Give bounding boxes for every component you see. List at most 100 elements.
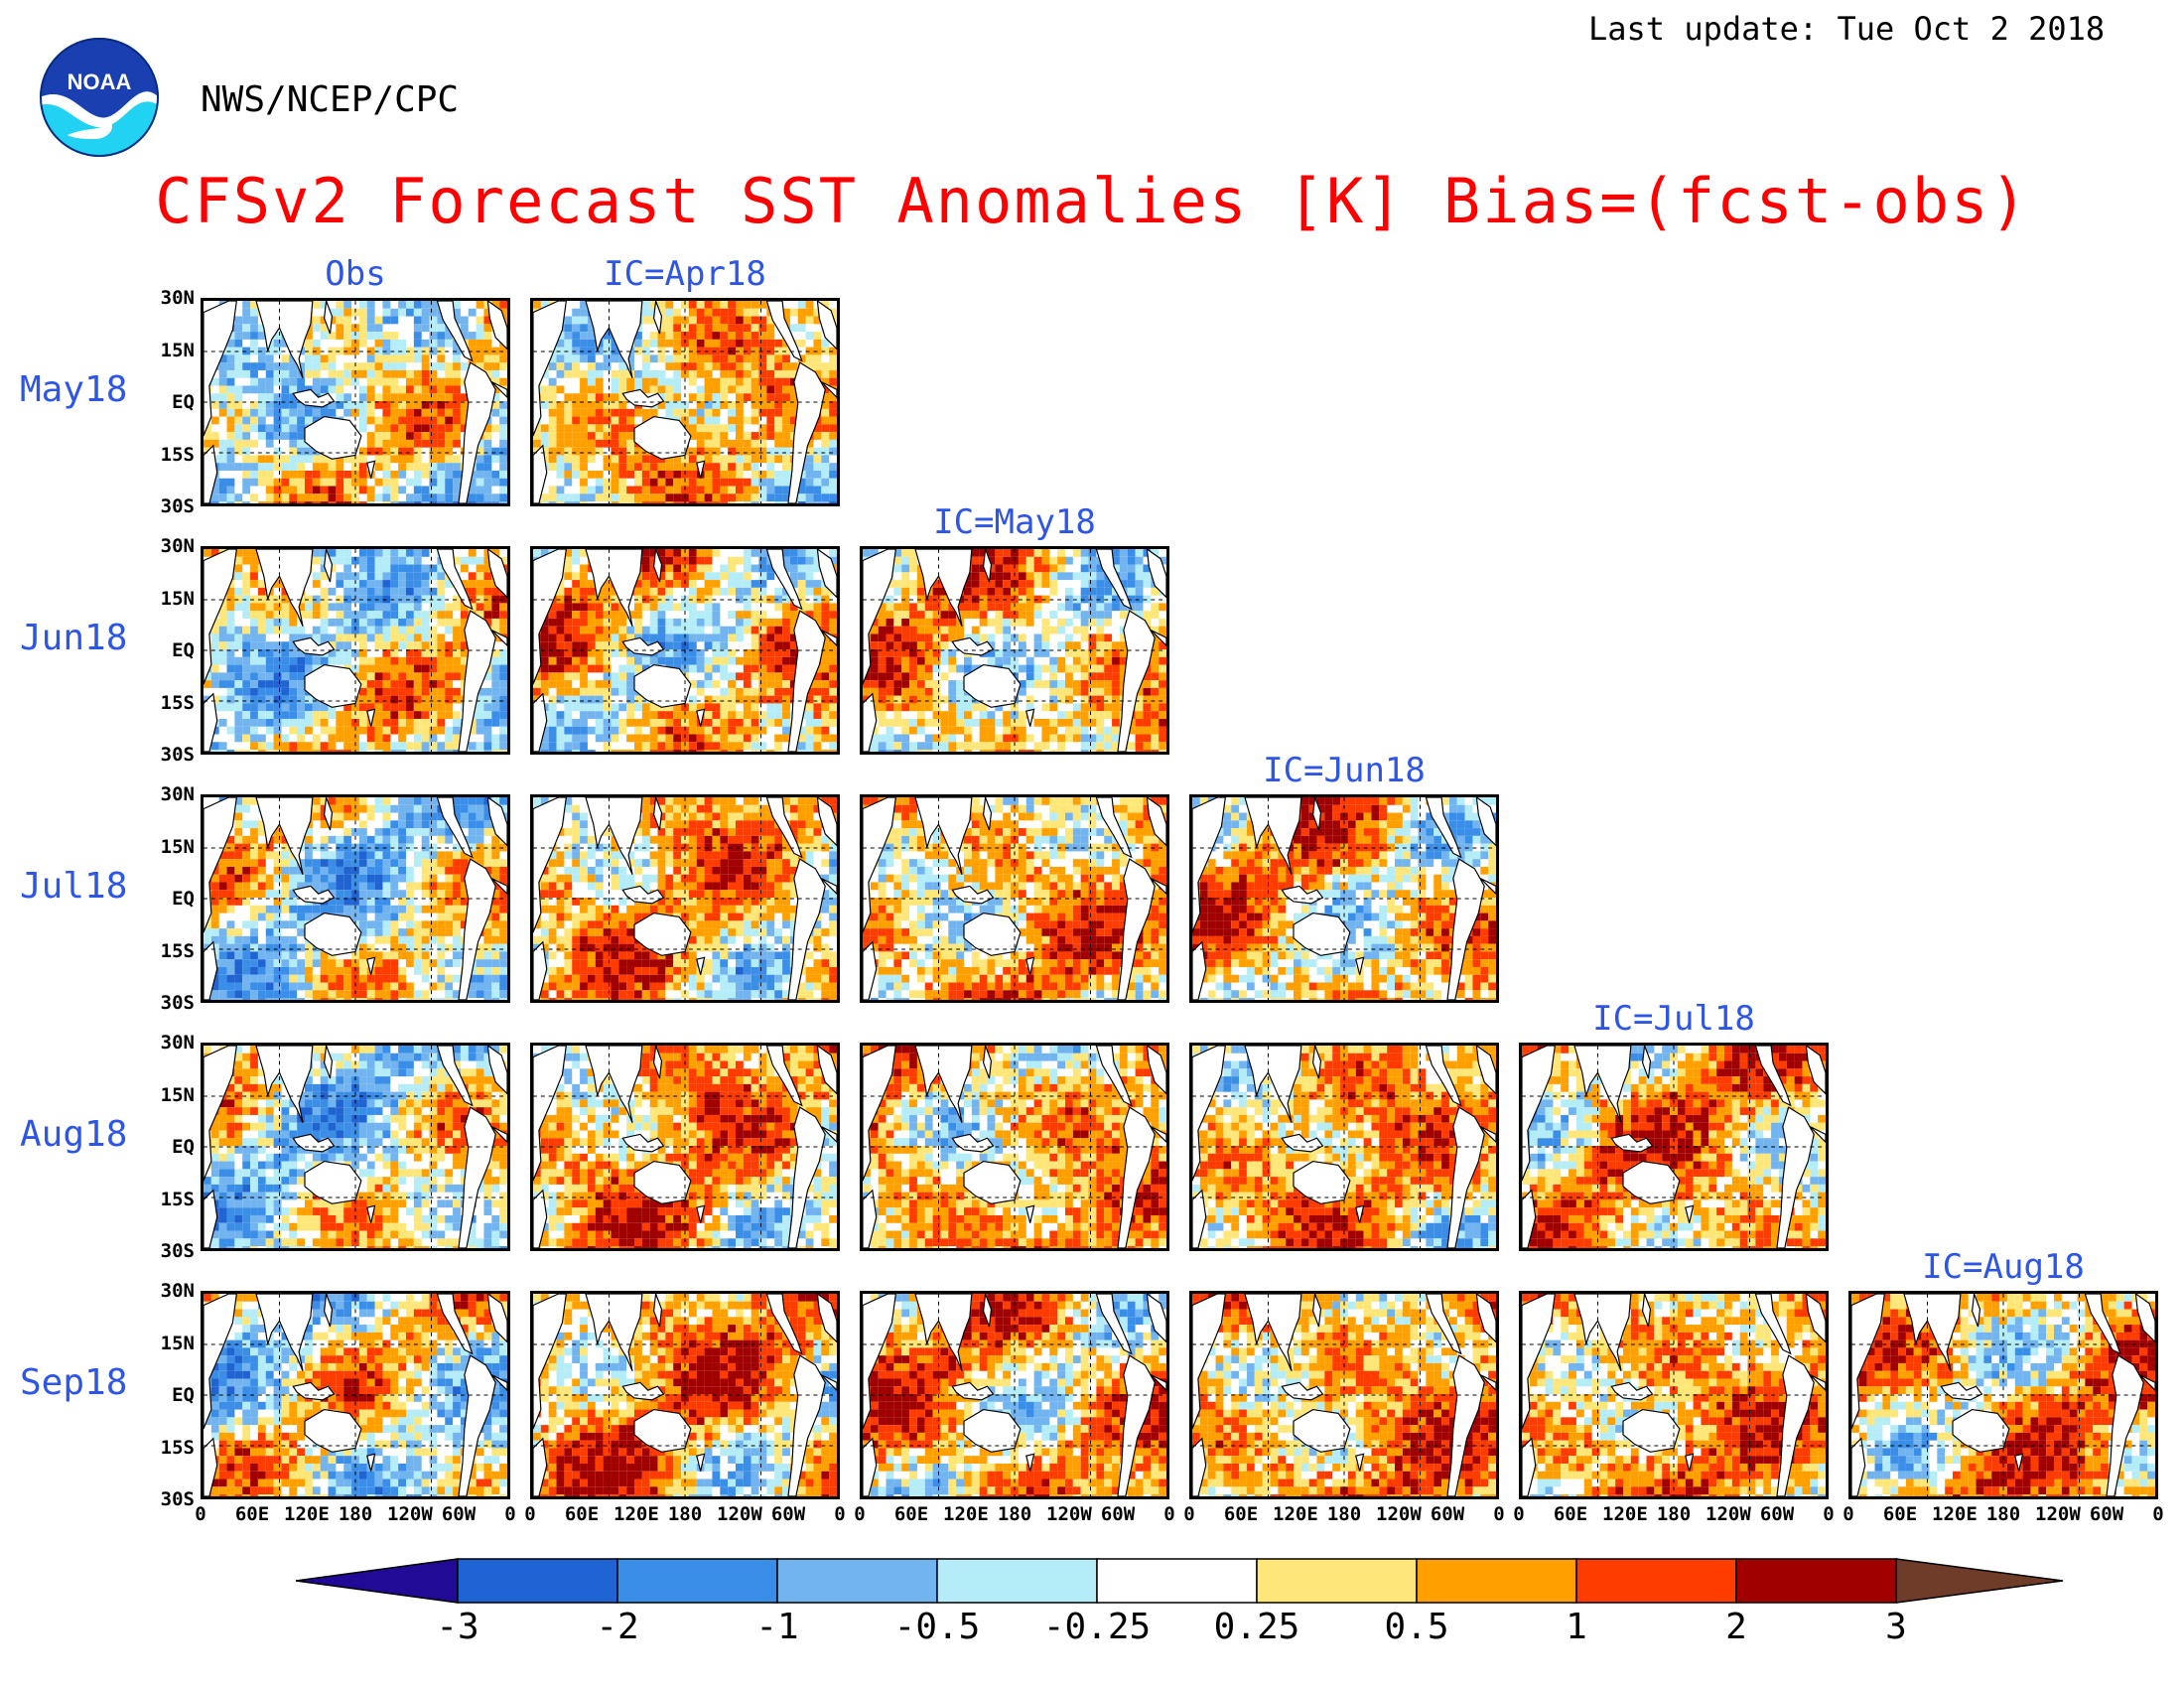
map-panel — [1189, 794, 1499, 1003]
lon-tick-label: 120E — [1273, 1503, 1318, 1525]
map-panel — [860, 1043, 1169, 1251]
column-header-ic-jul18: IC=Jul18 — [1592, 999, 1755, 1039]
lat-tick-label: 15S — [160, 1188, 195, 1210]
column-header-ic-jun18: IC=Jun18 — [1263, 751, 1426, 790]
map-panel — [201, 298, 510, 506]
lon-tick-label: 60E — [893, 1503, 929, 1525]
sst-anomaly-field — [533, 301, 837, 503]
colorbar-swatch — [1096, 1558, 1258, 1604]
organization-label: NWS/NCEP/CPC — [201, 79, 460, 120]
sst-anomaly-field — [1851, 1294, 2155, 1496]
lat-tick-label: EQ — [172, 1136, 195, 1158]
lon-tick-label: 180 — [1985, 1503, 2021, 1525]
lon-tick-label: 0 — [834, 1503, 846, 1525]
lat-tick-label: 30S — [160, 495, 195, 517]
lon-tick-label: 60E — [564, 1503, 600, 1525]
colorbar-tick-label: -2 — [596, 1607, 639, 1647]
sst-anomaly-field — [863, 797, 1166, 1000]
sst-anomaly-field — [863, 549, 1166, 752]
lon-tick-label: 120W — [1376, 1503, 1422, 1525]
lon-tick-label: 0 — [1823, 1503, 1835, 1525]
colorbar-graphic — [295, 1558, 2064, 1604]
lon-tick-label: 60E — [1553, 1503, 1588, 1525]
lat-tick-label: 15S — [160, 443, 195, 466]
lon-tick-label: 120W — [717, 1503, 762, 1525]
lat-tick-label: 30S — [160, 992, 195, 1014]
colorbar: -3 -2 -1 -0.5 -0.25 0.25 0.5 1 2 3 — [295, 1557, 2065, 1656]
row-label-sep18: Sep18 — [20, 1362, 128, 1403]
map-panel — [201, 1043, 510, 1251]
map-panel — [860, 1291, 1169, 1499]
sst-anomaly-field — [204, 301, 507, 503]
colorbar-low-arrow — [295, 1558, 459, 1604]
last-update-text: Last update: Tue Oct 2 2018 — [1588, 10, 2106, 48]
sst-anomaly-field — [863, 1046, 1166, 1248]
sst-anomaly-field — [204, 1294, 507, 1496]
lon-tick-label: 120E — [284, 1503, 330, 1525]
lon-tick-label: 0 — [1493, 1503, 1505, 1525]
row-label-may18: May18 — [20, 369, 128, 410]
lat-tick-label: 15N — [160, 1083, 195, 1106]
lon-tick-label: 180 — [338, 1503, 373, 1525]
lat-tick-label: EQ — [172, 1384, 195, 1406]
map-panel — [201, 546, 510, 755]
sst-anomaly-field — [204, 549, 507, 752]
lon-tick-label: 180 — [1656, 1503, 1692, 1525]
colorbar-swatch — [1575, 1558, 1737, 1604]
lon-tick-label: 60W — [770, 1503, 806, 1525]
colorbar-swatch — [457, 1558, 618, 1604]
row-label-aug18: Aug18 — [20, 1114, 128, 1155]
colorbar-tick-label: -0.5 — [893, 1607, 981, 1647]
lon-tick-label: 0 — [854, 1503, 866, 1525]
column-header-ic-apr18: IC=Apr18 — [604, 254, 766, 294]
colorbar-tick-label: -0.25 — [1042, 1607, 1152, 1647]
lat-tick-label: 15N — [160, 587, 195, 610]
lon-tick-label: 0 — [504, 1503, 516, 1525]
lon-tick-label: 60E — [234, 1503, 270, 1525]
lat-tick-label: 30S — [160, 1240, 195, 1262]
lat-tick-label: 15S — [160, 691, 195, 714]
map-panel — [860, 794, 1169, 1003]
lat-tick-label: 15S — [160, 1436, 195, 1459]
row-label-jun18: Jun18 — [20, 618, 128, 658]
lon-tick-label: 120E — [1932, 1503, 1978, 1525]
lon-tick-label: 60W — [1430, 1503, 1465, 1525]
lon-tick-label: 120W — [2035, 1503, 2081, 1525]
sst-anomaly-field — [1522, 1294, 1826, 1496]
map-panel — [530, 298, 840, 506]
map-panel — [530, 1291, 840, 1499]
lon-tick-label: 60W — [2089, 1503, 2124, 1525]
colorbar-swatch — [1416, 1558, 1577, 1604]
colorbar-swatch — [1256, 1558, 1418, 1604]
column-header-ic-aug18: IC=Aug18 — [1922, 1247, 2085, 1287]
map-panel — [1519, 1291, 1829, 1499]
figure-title: CFSv2 Forecast SST Anomalies [K] Bias=(f… — [155, 165, 2029, 237]
sst-anomaly-field — [533, 1046, 837, 1248]
sst-anomaly-field — [1192, 1046, 1496, 1248]
lon-tick-label: 120E — [943, 1503, 989, 1525]
colorbar-tick-label: -3 — [436, 1607, 479, 1647]
lon-tick-label: 180 — [997, 1503, 1032, 1525]
colorbar-tick-label: 2 — [1725, 1607, 1747, 1647]
colorbar-swatch — [1735, 1558, 1897, 1604]
lon-tick-label: 60W — [441, 1503, 477, 1525]
map-panel — [1189, 1043, 1499, 1251]
noaa-logo: NOAA — [38, 36, 161, 159]
map-panel — [530, 794, 840, 1003]
colorbar-tick-label: -1 — [755, 1607, 799, 1647]
sst-anomaly-field — [204, 1046, 507, 1248]
lat-tick-label: EQ — [172, 888, 195, 910]
lat-tick-label: 30N — [160, 1032, 195, 1054]
sst-anomaly-field — [863, 1294, 1166, 1496]
colorbar-swatch — [936, 1558, 1098, 1604]
map-panel — [1848, 1291, 2158, 1499]
lon-tick-label: 120E — [1602, 1503, 1648, 1525]
map-panel — [530, 546, 840, 755]
lon-tick-label: 120E — [614, 1503, 659, 1525]
lon-tick-label: 60W — [1100, 1503, 1136, 1525]
map-panel — [1519, 1043, 1829, 1251]
lon-tick-label: 0 — [1163, 1503, 1175, 1525]
colorbar-swatch — [616, 1558, 778, 1604]
sst-anomaly-field — [533, 797, 837, 1000]
lon-tick-label: 120W — [1706, 1503, 1751, 1525]
